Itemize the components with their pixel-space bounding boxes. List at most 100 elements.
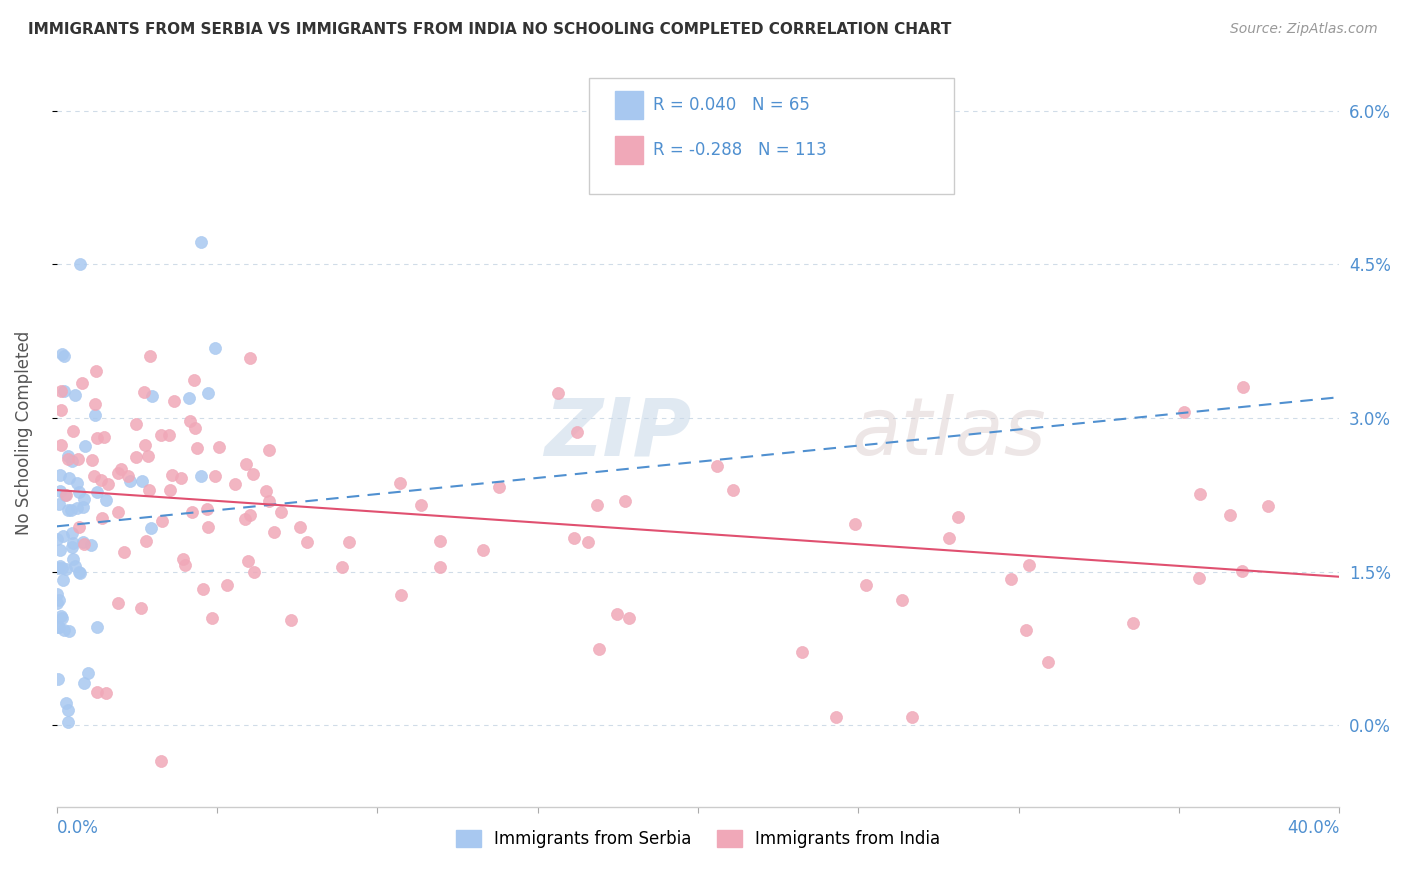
Point (73, 537, 96, 551)
Point (94, 686, 117, 700)
Point (60, 526, 83, 541)
Point (136, 449, 159, 463)
Point (1015, 623, 1038, 637)
Point (60, 540, 83, 554)
Point (73, 439, 96, 453)
Point (197, 520, 219, 534)
Point (295, 534, 318, 549)
Point (825, 710, 848, 724)
Point (117, 469, 139, 483)
Point (72, 534, 94, 549)
Point (76, 666, 98, 681)
Point (389, 588, 412, 602)
Point (160, 467, 183, 482)
Point (1257, 499, 1279, 513)
Point (49, 608, 72, 623)
Point (58, 624, 80, 639)
Point (254, 483, 277, 498)
Point (135, 533, 157, 548)
Text: Source: ZipAtlas.com: Source: ZipAtlas.com (1230, 22, 1378, 37)
Point (70, 376, 93, 391)
Point (52, 623, 75, 637)
Point (56, 714, 79, 729)
Point (141, 521, 163, 535)
Point (84, 364, 107, 378)
Point (1018, 558, 1040, 572)
Point (588, 642, 610, 657)
Point (180, 505, 202, 519)
FancyBboxPatch shape (614, 136, 643, 164)
Point (48, 484, 70, 499)
Point (257, 494, 280, 508)
Point (48, 497, 70, 511)
Point (150, 427, 173, 442)
Point (263, 524, 285, 539)
Point (150, 754, 173, 768)
Point (56, 502, 79, 516)
Point (721, 483, 744, 498)
Point (55, 562, 77, 576)
Point (471, 543, 494, 558)
Point (48, 467, 70, 482)
Point (72, 500, 94, 514)
Point (46, 672, 69, 686)
Point (73, 491, 96, 506)
Point (197, 386, 219, 401)
Point (409, 498, 432, 512)
Point (236, 554, 259, 568)
Point (66, 500, 89, 515)
Point (183, 373, 205, 387)
Point (110, 462, 132, 476)
Point (55, 488, 77, 502)
Point (257, 442, 280, 457)
Point (46, 587, 69, 601)
Point (93, 430, 115, 444)
Point (706, 458, 728, 473)
Point (53, 349, 76, 363)
Point (51, 347, 73, 361)
Point (139, 349, 162, 363)
Point (565, 425, 588, 439)
Y-axis label: No Schooling Completed: No Schooling Completed (15, 331, 32, 535)
Point (67, 520, 90, 534)
Point (83, 397, 105, 411)
Point (201, 611, 224, 625)
Point (97, 476, 120, 491)
Point (576, 535, 599, 549)
Point (58, 471, 80, 485)
Point (49, 559, 72, 574)
Point (107, 466, 129, 480)
FancyBboxPatch shape (589, 78, 955, 194)
Text: R = -0.288   N = 113: R = -0.288 N = 113 (652, 141, 827, 159)
Point (1232, 564, 1254, 578)
Point (1188, 571, 1211, 585)
Point (49, 543, 72, 558)
Point (190, 468, 212, 483)
Point (855, 578, 877, 592)
Point (62, 424, 84, 438)
Point (948, 509, 970, 524)
Point (429, 534, 451, 549)
Point (86, 431, 108, 445)
Point (69, 257, 91, 271)
Point (238, 351, 260, 365)
Point (60, 453, 83, 467)
Point (388, 476, 411, 491)
Point (1173, 405, 1195, 419)
Point (429, 559, 451, 574)
Point (131, 474, 153, 488)
Point (270, 505, 292, 519)
Point (190, 235, 212, 250)
Point (280, 613, 302, 627)
Point (243, 565, 266, 579)
Point (290, 519, 312, 533)
Point (330, 560, 353, 574)
Point (204, 341, 226, 355)
Point (177, 391, 200, 405)
Point (1188, 487, 1211, 501)
Text: 40.0%: 40.0% (1286, 820, 1340, 838)
Point (52, 528, 75, 542)
Point (195, 502, 218, 516)
Point (55, 696, 77, 710)
Point (86, 484, 108, 499)
